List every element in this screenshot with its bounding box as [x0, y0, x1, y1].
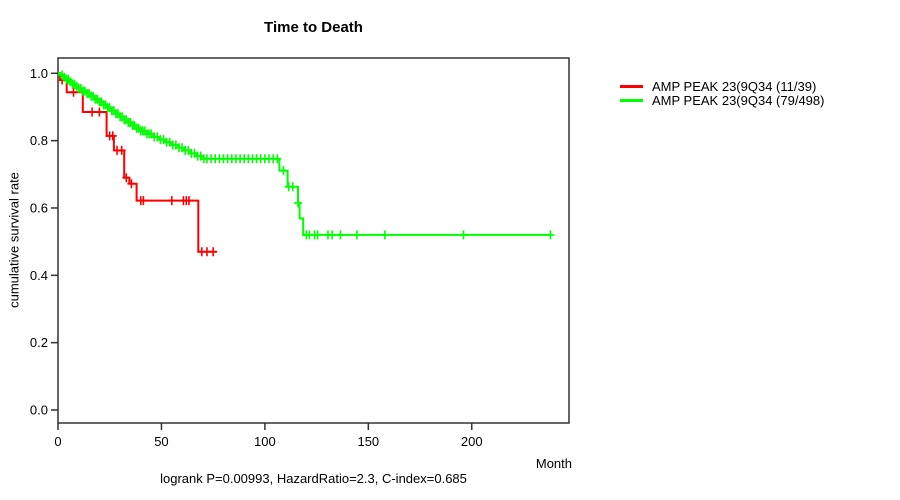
censor-marks-0 [58, 75, 218, 257]
legend-line-red-icon [620, 84, 643, 88]
x-tick-label: 50 [154, 434, 168, 449]
x-tick-label: 150 [357, 434, 379, 449]
legend: AMP PEAK 23(9Q34 (11/39) AMP PEAK 23(9Q3… [620, 78, 825, 108]
x-tick-label: 200 [461, 434, 483, 449]
censor-marks-1 [58, 70, 555, 240]
y-tick-label: 1.0 [30, 66, 48, 81]
x-axis-label: Month [535, 456, 572, 471]
legend-item: AMP PEAK 23(9Q34 (11/39) [620, 78, 824, 94]
legend-label: AMP PEAK 23(9Q34 (79/498) [652, 92, 825, 108]
stats-annotation: logrank P=0.00993, HazardRatio=2.3, C-in… [160, 471, 467, 486]
chart-title: Time to Death [264, 19, 363, 36]
y-tick-label: 0.0 [30, 403, 48, 418]
y-tick-label: 0.8 [30, 133, 48, 148]
x-tick-label: 0 [54, 434, 61, 449]
series-curve-1 [58, 72, 551, 236]
x-tick-label: 100 [254, 434, 276, 449]
legend-label: AMP PEAK 23(9Q34 (11/39) [652, 78, 817, 94]
y-tick-label: 0.4 [30, 268, 48, 283]
y-tick-label: 0.6 [30, 200, 48, 215]
legend-line-green-icon [620, 98, 643, 102]
legend-item: AMP PEAK 23(9Q34 (79/498) [620, 92, 825, 108]
y-tick-label: 0.2 [30, 335, 48, 350]
plot-box [57, 57, 570, 424]
series-curve-0 [58, 72, 217, 253]
